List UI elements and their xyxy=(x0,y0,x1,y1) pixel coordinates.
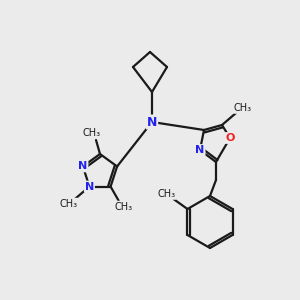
Text: CH₃: CH₃ xyxy=(115,202,133,212)
Text: N: N xyxy=(147,116,157,128)
Text: CH₃: CH₃ xyxy=(158,189,175,199)
Text: CH₃: CH₃ xyxy=(83,128,101,138)
Text: N: N xyxy=(195,145,205,155)
Text: N: N xyxy=(85,182,94,192)
Text: N: N xyxy=(78,161,88,171)
Text: O: O xyxy=(225,133,235,143)
Text: CH₃: CH₃ xyxy=(59,199,77,208)
Text: CH₃: CH₃ xyxy=(234,103,252,113)
